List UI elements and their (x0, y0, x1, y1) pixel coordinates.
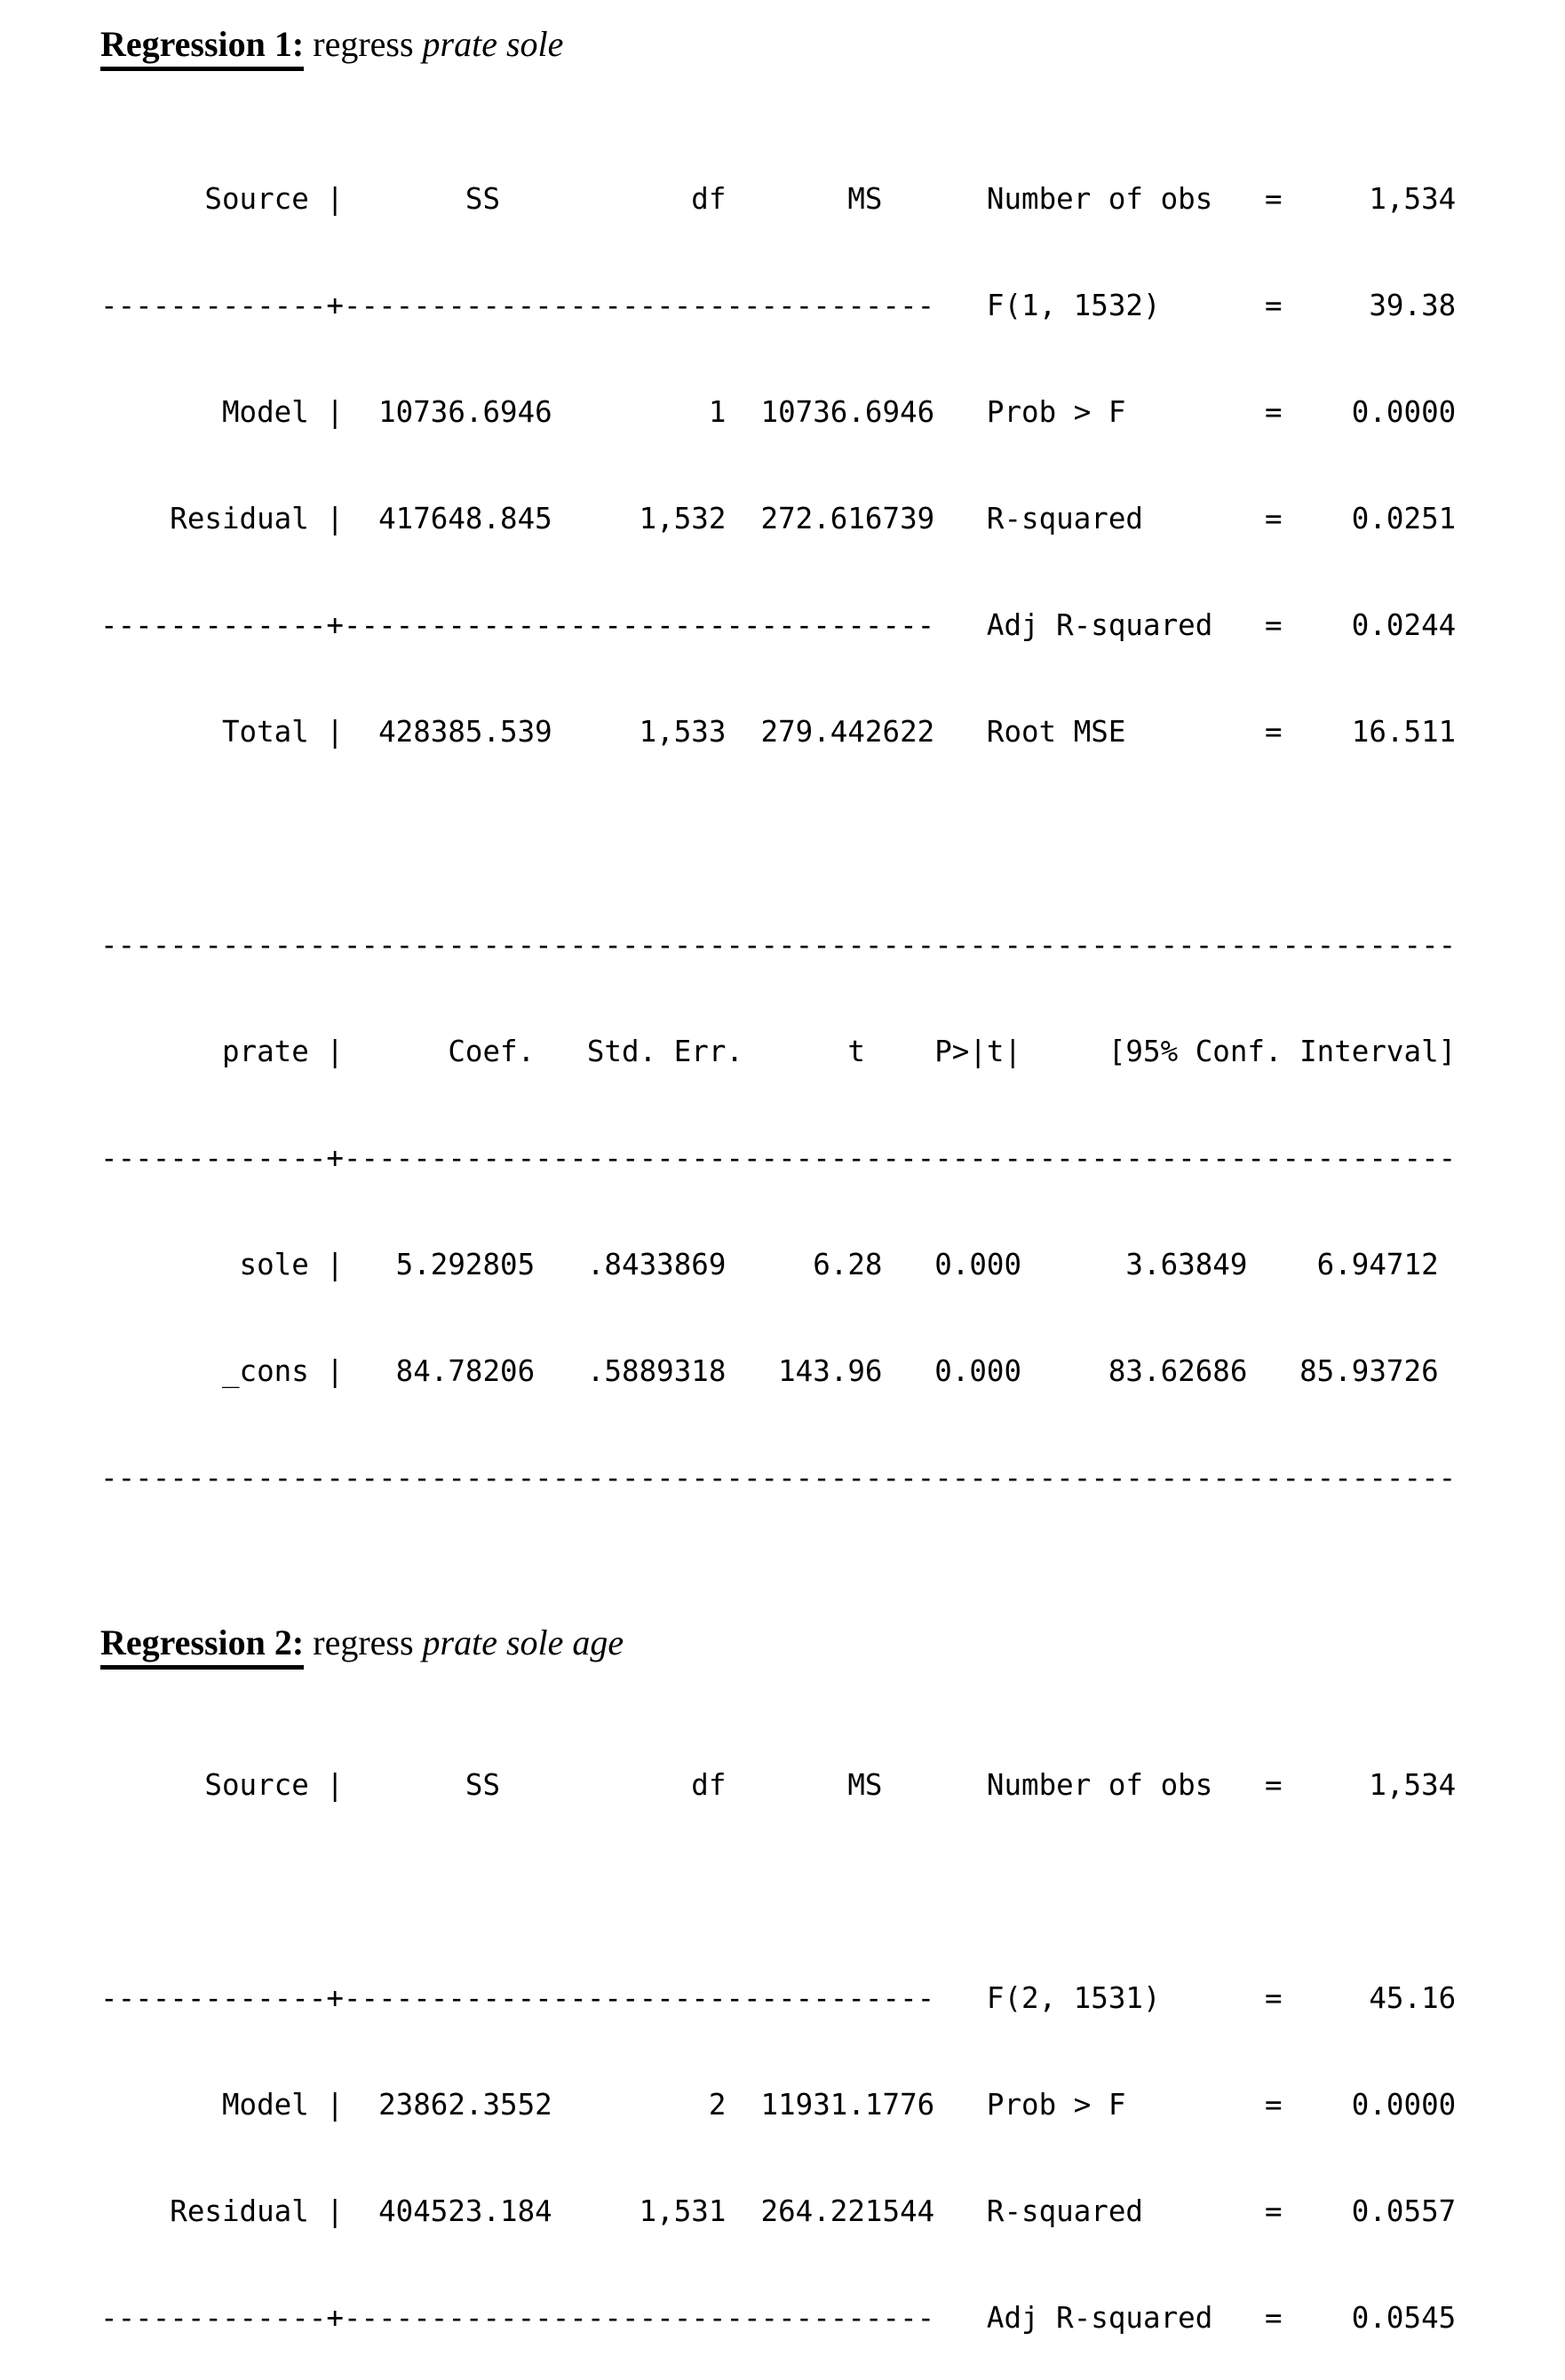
stata-line-model-row: Model | 10736.6946 1 10736.6946 Prob > F… (100, 395, 1457, 429)
regression-1-section: Regression 1: regress prate sole Source … (100, 23, 1565, 1567)
regression-2-heading-label: Regression 2: (100, 1622, 305, 1670)
stata-line-separator-adj: -------------+--------------------------… (100, 2301, 1457, 2335)
stata-line-coef-header: prate | Coef. Std. Err. t P>|t| [95% Con… (100, 1035, 1457, 1068)
stata-line-residual-row: Residual | 404523.184 1,531 264.221544 R… (100, 2194, 1457, 2228)
regression-2-heading: Regression 2: regress prate sole age (100, 1622, 1565, 1670)
stata-line-total-row: Total | 428385.539 1,533 279.442622 Root… (100, 715, 1457, 749)
stata-line-cons-row: _cons | 84.78206 .5889318 143.96 0.000 8… (100, 1354, 1439, 1388)
regression-2-heading-command: regress (313, 1622, 414, 1662)
stata-line-rule-bottom: ----------------------------------------… (100, 1461, 1457, 1495)
regression-1-heading-command: regress (313, 24, 414, 64)
stata-line-source-header: Source | SS df MS Number of obs = 1,534 (100, 182, 1457, 216)
stata-line-separator-f: -------------+--------------------------… (100, 1981, 1457, 2015)
stata-line-sole-row: sole | 5.292805 .8433869 6.28 0.000 3.63… (100, 1248, 1439, 1281)
stata-line-rule-top: ----------------------------------------… (100, 928, 1457, 962)
regression-1-heading: Regression 1: regress prate sole (100, 23, 1565, 71)
document-page: Regression 1: regress prate sole Source … (100, 24, 1457, 2335)
regression-1-heading-label: Regression 1: (100, 23, 305, 71)
stata-line-separator-f: -------------+--------------------------… (100, 289, 1457, 322)
stata-line-model-row: Model | 23862.3552 2 11931.1776 Prob > F… (100, 2088, 1457, 2122)
stata-line-residual-row: Residual | 417648.845 1,532 272.616739 R… (100, 502, 1457, 536)
regression-2-stata-output: Source | SS df MS Number of obs = 1,534 … (100, 1696, 1565, 2380)
stata-line-blank (100, 1874, 1565, 1909)
regression-2-heading-variables: prate sole age (422, 1622, 624, 1662)
regression-2-section: Regression 2: regress prate sole age Sou… (100, 1622, 1565, 2380)
stata-line-source-header: Source | SS df MS Number of obs = 1,534 (100, 1768, 1457, 1802)
regression-1-heading-variables: prate sole (422, 24, 564, 64)
stata-line-rule-mid: -------------+--------------------------… (100, 1141, 1457, 1175)
stata-line-separator-adj: -------------+--------------------------… (100, 608, 1457, 642)
regression-1-stata-output: Source | SS df MS Number of obs = 1,534 … (100, 110, 1565, 1567)
stata-line-blank (100, 821, 1565, 856)
